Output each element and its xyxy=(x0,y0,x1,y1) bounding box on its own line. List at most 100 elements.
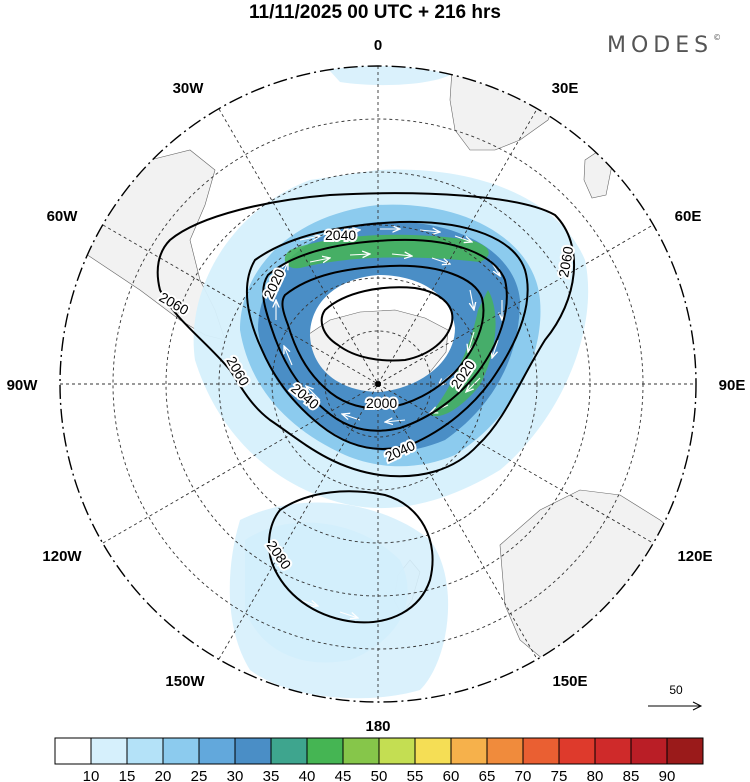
wind-shade-atlantic-north xyxy=(320,66,450,86)
lon-label-30e: 30E xyxy=(552,80,579,97)
contour-label-2000: 2000 xyxy=(366,395,397,411)
contour-1980 xyxy=(320,286,454,362)
colorbar-tick-label: 90 xyxy=(659,768,676,782)
vector-reference: 50 xyxy=(648,683,703,711)
wind-vector xyxy=(419,230,440,232)
contour-2000 xyxy=(281,264,485,410)
logo-text: MODES xyxy=(607,33,714,58)
colorbar-tick-label: 80 xyxy=(587,768,604,782)
map-boundary xyxy=(59,65,697,703)
wind-vector xyxy=(306,386,321,401)
wind-vector xyxy=(492,339,499,358)
colorbar-tick-label: 25 xyxy=(191,768,208,782)
wind-shade-jet-east xyxy=(430,290,496,417)
wind-vector xyxy=(284,346,293,366)
wind-vector xyxy=(431,257,450,264)
colorbar-box xyxy=(558,737,596,765)
wind-vector xyxy=(309,258,330,262)
colorbar-tick-label: 85 xyxy=(623,768,640,782)
colorbar-box xyxy=(126,737,164,765)
wind-vector xyxy=(470,289,474,310)
map-title: 11/11/2025 00 UTC + 216 hrs xyxy=(249,2,501,23)
colorbar-box xyxy=(522,737,560,765)
wind-vector xyxy=(339,611,358,618)
meridian-150 xyxy=(218,108,538,660)
lon-label-60e: 60E xyxy=(675,208,702,225)
lon-label-120w: 120W xyxy=(42,548,82,565)
vector-reference-label: 50 xyxy=(669,683,683,697)
colorbar-box xyxy=(378,737,416,765)
meridian-30 xyxy=(218,108,538,660)
wind-shade-jet-core xyxy=(284,234,489,269)
vector-reference-arrowhead xyxy=(692,701,703,711)
latitude-circle xyxy=(324,330,432,438)
wind-vector xyxy=(391,254,412,256)
contour-2040 xyxy=(245,220,529,450)
lon-label-60w: 60W xyxy=(47,208,79,225)
wind-vector-layer xyxy=(269,229,502,618)
lon-label-120e: 120E xyxy=(677,548,712,565)
colorbar-tick-label: 20 xyxy=(155,768,172,782)
colorbar-box xyxy=(414,737,452,765)
lon-label-90w: 90W xyxy=(7,377,39,394)
colorbar-box xyxy=(486,737,524,765)
contour-label-2040-top: 2040 xyxy=(325,227,356,243)
wind-speed-layer xyxy=(193,66,589,699)
colorbar-box xyxy=(198,737,236,765)
modes-logo: MODES© xyxy=(607,33,721,58)
wind-shade-south-pacific-2 xyxy=(229,502,449,699)
colorbar-tick-label: 50 xyxy=(371,768,388,782)
meridian-120 xyxy=(102,224,654,544)
colorbar-tick-label: 75 xyxy=(551,768,568,782)
wind-vector xyxy=(342,414,361,421)
contour-2060-outer xyxy=(156,192,575,478)
colorbar-tick-label: 10 xyxy=(83,768,100,782)
colorbar-tick-label: 70 xyxy=(515,768,532,782)
longitude-labels: 0 30E 60E 90E 120E 150E 180 150W 120W 90… xyxy=(7,37,746,735)
colorbar-box xyxy=(90,737,128,765)
wind-vector xyxy=(349,254,370,255)
colorbar-tick-label: 55 xyxy=(407,768,424,782)
colorbar-tick-label: 15 xyxy=(119,768,136,782)
colorbar-tick-label: 45 xyxy=(335,768,352,782)
colorbar-box xyxy=(666,737,704,765)
meridian-60 xyxy=(102,224,654,544)
height-contours xyxy=(156,192,575,624)
colorbar-tick-label: 40 xyxy=(299,768,316,782)
lon-label-90e: 90E xyxy=(719,377,746,394)
colorbar-box xyxy=(342,737,380,765)
wind-vector xyxy=(339,230,360,232)
colorbar-tick-label: 30 xyxy=(227,768,244,782)
colorbar-box xyxy=(306,737,344,765)
colorbar-boxes xyxy=(54,737,704,765)
wind-vector xyxy=(299,599,318,606)
lon-label-0: 0 xyxy=(374,37,382,54)
colorbar-box xyxy=(630,737,668,765)
wind-vector xyxy=(385,420,406,422)
colorbar-box xyxy=(162,737,200,765)
colorbar-box xyxy=(54,737,92,765)
wind-vector xyxy=(279,262,288,281)
colorbar-tick-label: 65 xyxy=(479,768,496,782)
wind-vector xyxy=(299,236,320,240)
colorbar-box xyxy=(450,737,488,765)
wind-vector xyxy=(466,377,481,392)
lon-label-180: 180 xyxy=(365,718,390,735)
colorbar-tick-label: 35 xyxy=(263,768,280,782)
contour-2080 xyxy=(268,490,434,624)
lon-label-150w: 150W xyxy=(165,673,205,690)
colorbar-box xyxy=(234,737,272,765)
colorbar-box xyxy=(594,737,632,765)
colorbar-labels: 10 15 20 25 30 35 40 45 50 55 60 65 70 75 80 85 90 xyxy=(83,768,676,782)
lon-label-150e: 150E xyxy=(552,673,587,690)
contour-2020 xyxy=(262,238,508,432)
wind-vector xyxy=(454,235,472,242)
logo-mark: © xyxy=(713,33,722,42)
lon-label-30w: 30W xyxy=(173,80,205,97)
colorbar-box xyxy=(270,737,308,765)
colorbar-tick-label: 60 xyxy=(443,768,460,782)
wind-vector xyxy=(468,331,475,352)
wind-vector xyxy=(269,560,285,565)
